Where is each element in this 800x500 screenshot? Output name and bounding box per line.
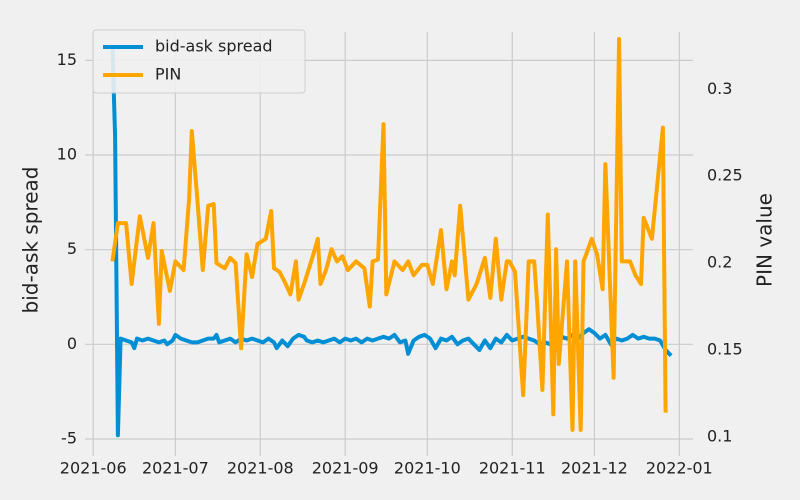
x-tick-label: 2021-07 <box>142 459 209 478</box>
x-tick-label: 2022-01 <box>646 459 713 478</box>
y-tick-label: 5 <box>67 239 77 258</box>
x-tick-label: 2021-12 <box>561 459 628 478</box>
y2-tick-label: 0.1 <box>707 426 732 445</box>
y-tick-label: 15 <box>57 50 77 69</box>
legend-box <box>92 29 306 94</box>
x-tick-label: 2021-11 <box>479 459 546 478</box>
x-tick-label: 2021-08 <box>227 459 294 478</box>
y-tick-label: 0 <box>67 334 77 353</box>
x-tick-label: 2021-06 <box>60 459 127 478</box>
y-tick-label: 10 <box>57 145 77 164</box>
y-tick-label: -5 <box>61 428 77 447</box>
legend: bid-ask spread PIN <box>92 29 306 94</box>
y2-tick-label: 0.25 <box>707 166 743 185</box>
lines <box>110 37 673 438</box>
series-line <box>110 37 668 432</box>
y2-tick-label: 0.15 <box>707 340 743 359</box>
y2-axis-label: PIN value <box>753 193 777 287</box>
legend-label: PIN <box>155 65 181 84</box>
y-axis-label: bid-ask spread <box>19 167 43 314</box>
y2-tick-label: 0.3 <box>707 79 732 98</box>
y2-tick-label: 0.2 <box>707 253 732 272</box>
labels: 2021-06 2021-07 2021-08 2021-09 2021-10 2021-… <box>57 50 743 478</box>
x-tick-label: 2021-09 <box>312 459 379 478</box>
legend-label: bid-ask spread <box>155 37 273 56</box>
x-tick-label: 2021-10 <box>394 459 461 478</box>
